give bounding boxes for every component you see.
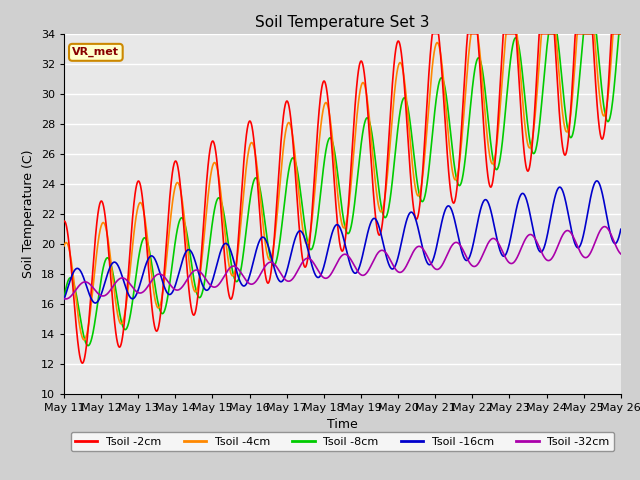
X-axis label: Time: Time: [327, 418, 358, 431]
Y-axis label: Soil Temperature (C): Soil Temperature (C): [22, 149, 35, 278]
Legend: Tsoil -2cm, Tsoil -4cm, Tsoil -8cm, Tsoil -16cm, Tsoil -32cm: Tsoil -2cm, Tsoil -4cm, Tsoil -8cm, Tsoi…: [70, 432, 614, 451]
Title: Soil Temperature Set 3: Soil Temperature Set 3: [255, 15, 429, 30]
Text: VR_met: VR_met: [72, 47, 119, 58]
